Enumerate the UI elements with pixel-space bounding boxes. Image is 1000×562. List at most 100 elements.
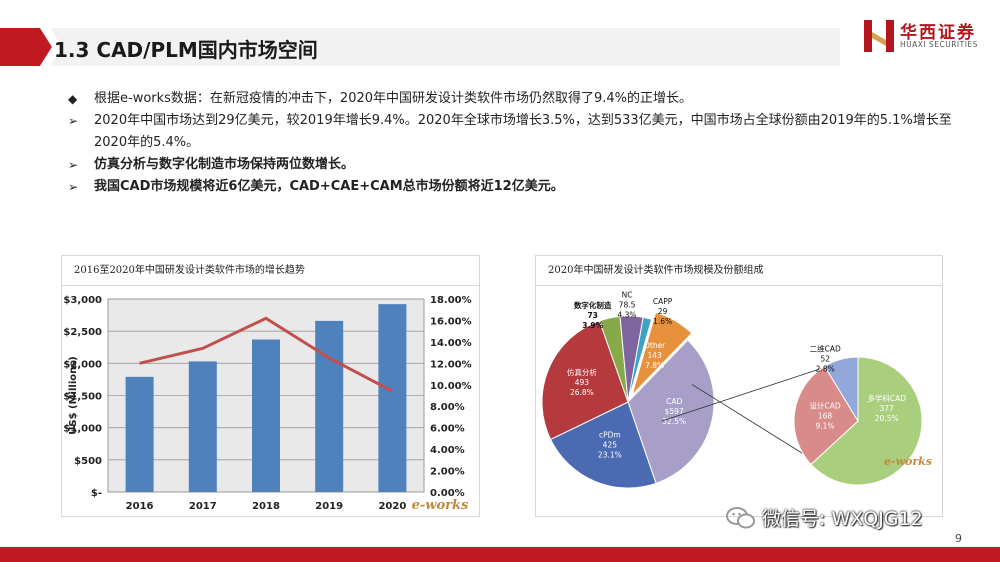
pie-slice <box>631 311 693 396</box>
eworks-watermark-logo: e-works <box>412 498 469 513</box>
pie-data-label: 4.3% <box>617 311 636 320</box>
pie-data-label: 73 <box>587 311 597 320</box>
bullet-text: 2020年中国市场达到29亿美元，较2019年增长9.4%。2020年全球市场增… <box>94 113 952 150</box>
eworks-watermark-logo: e-works <box>884 455 932 468</box>
huaxi-logo-icon <box>864 20 894 52</box>
pie-data-label: 23.1% <box>598 451 622 460</box>
pie-data-label: 多学科CAD <box>867 393 906 403</box>
market-share-panel: 2020年中国研发设计类软件市场规模及份额组成 CAD $597 32.5% cPDm… <box>535 255 943 517</box>
page-title: 1.3 CAD/PLM国内市场空间 <box>54 38 318 62</box>
y2-tick-label: 16.00% <box>430 316 472 327</box>
pie-data-label: 7.8% <box>645 361 664 370</box>
y-tick-label: $1,000 <box>63 424 102 435</box>
y-tick-label: $1,500 <box>63 392 102 403</box>
y-tick-label: $2,500 <box>63 327 102 338</box>
pie-data-label: 仿真分析 <box>567 367 597 377</box>
title-bar-background <box>0 28 840 66</box>
y2-tick-label: 2.00% <box>430 467 465 478</box>
page-number: 9 <box>955 532 962 545</box>
pie-data-label: 32.5% <box>662 417 686 426</box>
x-tick-label: 2017 <box>189 501 217 512</box>
growth-trend-chart: $- $500 $1,000 $1,500 $2,000 $2,500 $3,000 0.00… <box>63 295 472 513</box>
wechat-id-text: 微信号: WXQJG12 <box>762 508 923 530</box>
brand-subtitle: HUAXI SECURITIES <box>900 40 978 49</box>
diamond-bullet-icon: ◆ <box>68 92 78 106</box>
pie-slice <box>541 320 629 441</box>
pie-data-label: 52 <box>820 354 830 363</box>
wechat-icon <box>726 507 755 529</box>
bottom-accent-bar <box>0 547 1000 562</box>
y2-tick-label: 8.00% <box>430 402 465 413</box>
market-share-panel-title: 2020年中国研发设计类软件市场规模及份额组成 <box>536 256 942 286</box>
growth-trend-panel: 2016至2020年中国研发设计类软件市场的增长趋势 $- $500 $1,000 $… <box>61 255 480 517</box>
y2-tick-label: 6.00% <box>430 424 465 435</box>
title-bar: 1.3 CAD/PLM国内市场空间 <box>0 24 840 70</box>
y-tick-label: $3,000 <box>63 295 102 306</box>
x-tick-label: 2019 <box>315 501 343 512</box>
pie-data-label: 3.9% <box>582 321 603 330</box>
y-axis-label: US$ (Millions) <box>68 356 79 435</box>
y2-tick-label: 18.00% <box>430 295 472 306</box>
pie-data-label: NC <box>622 291 633 300</box>
pie-slice <box>824 356 859 423</box>
pie-data-label: 143 <box>647 351 662 360</box>
huaxi-logo: 华西证券 HUAXI SECURITIES <box>862 18 992 54</box>
bullet-text: 我国CAD市场规模将近6亿美元，CAD+CAE+CAM总市场份额将近12亿美元。 <box>94 179 564 194</box>
y-tick-label: $500 <box>74 456 102 467</box>
pie-data-label: 二维CAD <box>810 343 841 353</box>
y2-tick-label: 4.00% <box>430 445 465 456</box>
arrow-bullet-icon: ➢ <box>68 180 79 194</box>
pie-slice <box>627 316 653 403</box>
growth-rate-line <box>139 316 394 393</box>
y2-tick-label: 14.00% <box>430 338 472 349</box>
arrow-bullet-icon: ➢ <box>68 114 79 128</box>
arrow-bullet-icon: ➢ <box>68 158 79 172</box>
y2-tick-label: 0.00% <box>430 488 465 499</box>
pie-data-label: 1.6% <box>653 317 672 326</box>
bullet-text: 仿真分析与数字化制造市场保持两位数增长。 <box>94 157 355 172</box>
pie-data-label: 20.5% <box>875 414 899 423</box>
x-tick-label: 2020 <box>378 501 406 512</box>
pie-data-label: 425 <box>603 441 618 450</box>
pie-data-label: 数字化制造 <box>574 300 612 310</box>
pie-data-label: $597 <box>665 407 684 416</box>
pie-data-label: 26.8% <box>570 388 594 397</box>
bullet-item: ◆ 根据e-works数据：在新冠疫情的冲击下，2020年中国研发设计类软件市场… <box>64 88 964 110</box>
bar <box>125 376 154 492</box>
bar <box>252 339 280 492</box>
bullet-text: 根据e-works数据：在新冠疫情的冲击下，2020年中国研发设计类软件市场仍然… <box>94 91 693 106</box>
y2-tick-label: 10.00% <box>430 381 472 392</box>
pie-data-label: 78.5 <box>619 301 636 310</box>
growth-trend-panel-title: 2016至2020年中国研发设计类软件市场的增长趋势 <box>62 256 479 286</box>
pie-slice <box>627 339 715 484</box>
pie-data-label: 9.1% <box>816 421 835 430</box>
bar <box>378 304 407 492</box>
x-tick-label: 2016 <box>126 501 154 512</box>
bullet-item: ➢ 我国CAD市场规模将近6亿美元，CAD+CAE+CAM总市场份额将近12亿美… <box>64 176 964 198</box>
bullet-list: ◆ 根据e-works数据：在新冠疫情的冲击下，2020年中国研发设计类软件市场… <box>64 88 964 198</box>
pie-data-label: CAPP <box>653 297 673 306</box>
pie-slice <box>793 365 859 466</box>
connector-line <box>661 358 851 422</box>
pie-data-label: 168 <box>818 411 833 420</box>
bar <box>188 361 217 492</box>
pie-slice <box>549 401 657 489</box>
bar <box>315 320 344 492</box>
pie-data-label: 493 <box>575 378 590 387</box>
pie-data-label: Other <box>644 341 666 350</box>
y-tick-label: $- <box>91 488 102 499</box>
y-tick-label: $2,000 <box>63 359 102 370</box>
y2-tick-label: 12.00% <box>430 359 472 370</box>
pie-data-label: 设计CAD <box>809 400 840 410</box>
bullet-item: ➢ 仿真分析与数字化制造市场保持两位数增长。 <box>64 154 964 176</box>
pie-data-label: 29 <box>658 307 668 316</box>
x-tick-label: 2018 <box>252 501 280 512</box>
pie-slice <box>810 356 923 486</box>
wechat-watermark: 微信号: WXQJG12 <box>726 502 976 534</box>
pie-data-label: cPDm <box>599 431 621 440</box>
pie-data-label: 2.8% <box>816 364 835 373</box>
pie-data-label: 377 <box>880 404 895 413</box>
pie-data-label: CAD <box>666 397 682 406</box>
brand-name: 华西证券 <box>900 23 976 43</box>
